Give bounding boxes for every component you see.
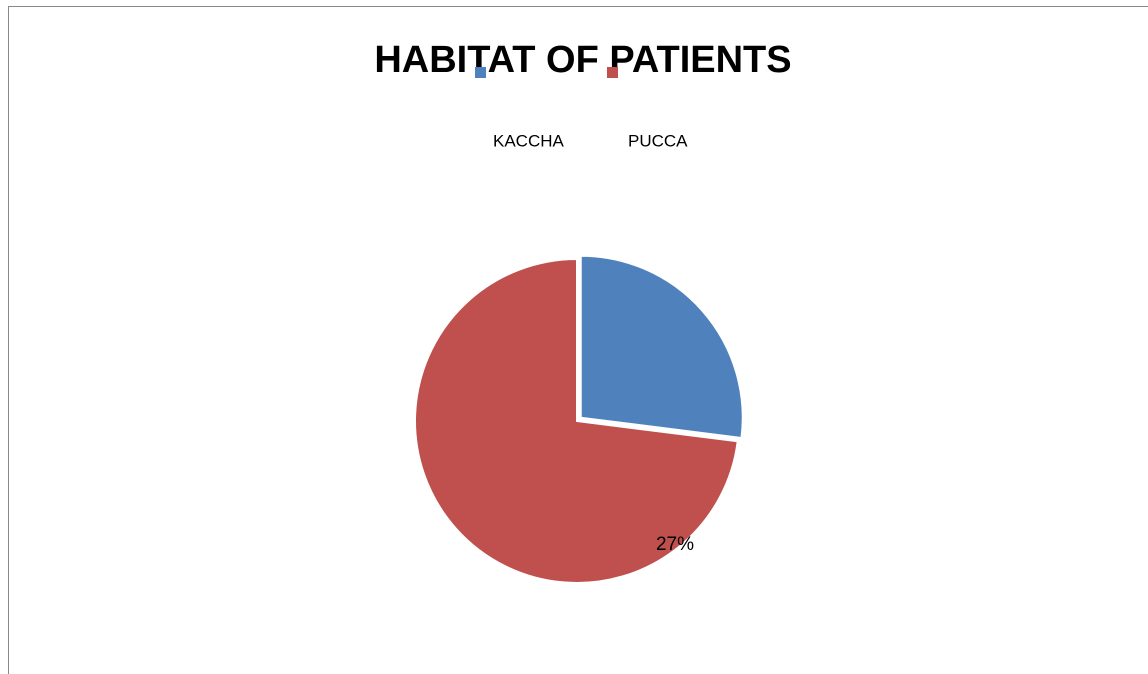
legend-swatch: [475, 67, 486, 78]
legend-label: KACCHA: [493, 131, 565, 150]
pie-slice: [414, 257, 739, 584]
legend-swatch: [607, 67, 618, 78]
data-label: 27%: [656, 534, 694, 555]
legend-label: PUCCA: [628, 131, 688, 150]
pie-slice: [579, 254, 744, 440]
chart-title: HABITAT OF PATIENTS: [374, 39, 791, 81]
